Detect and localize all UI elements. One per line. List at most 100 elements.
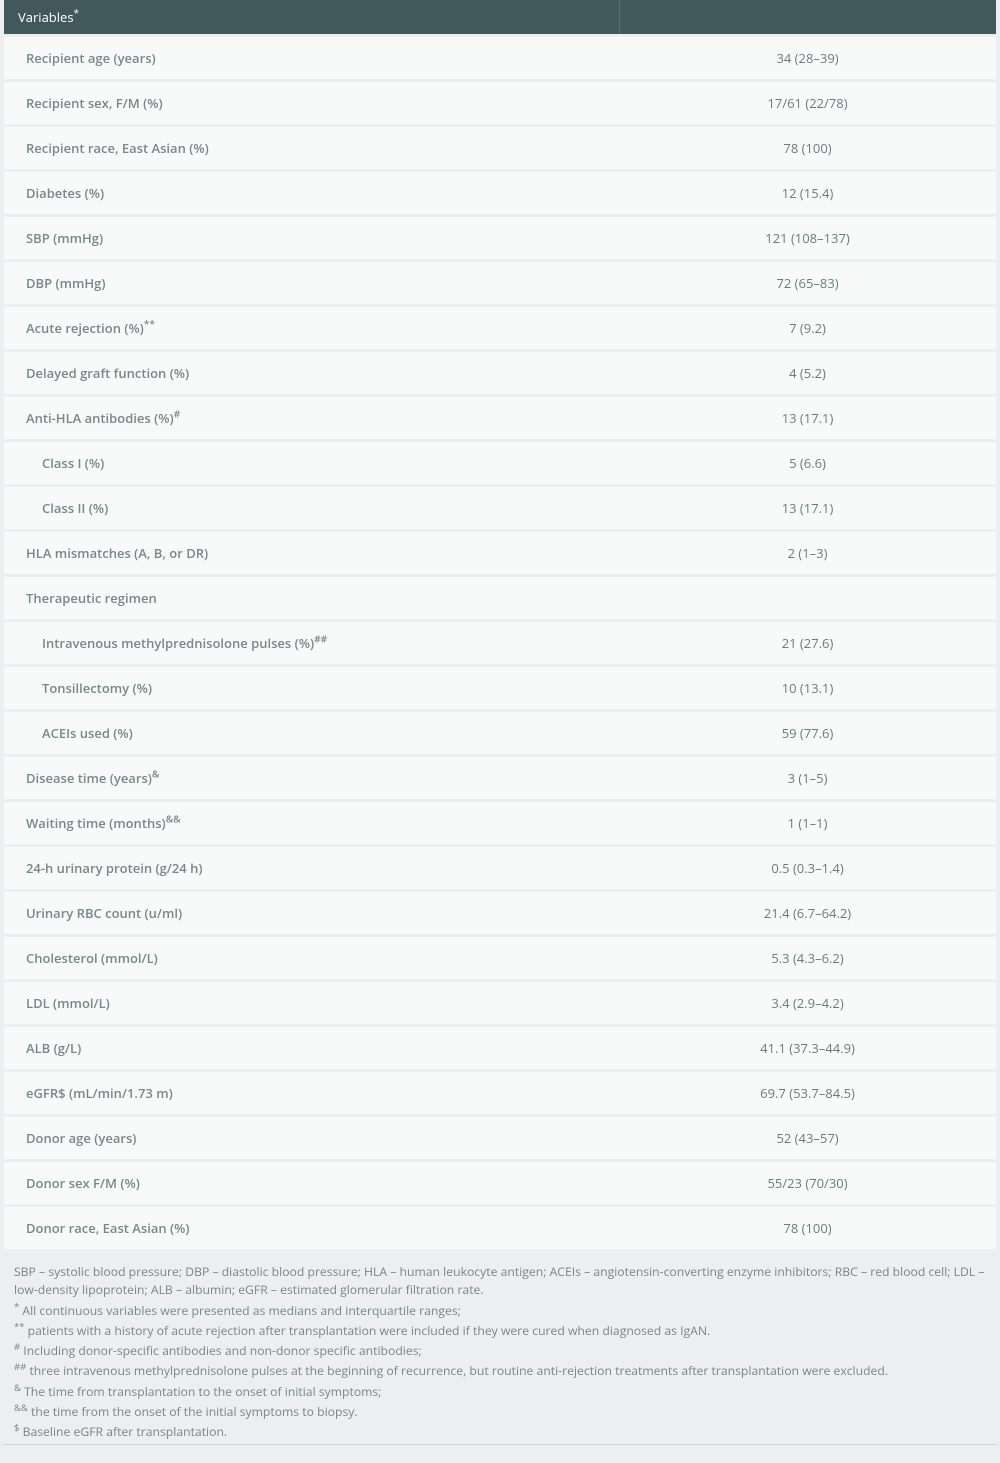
cell-variable: ACEIs used (%) bbox=[4, 711, 619, 756]
table-row: DBP (mmHg)72 (65–83) bbox=[4, 261, 996, 306]
cell-value: 10 (13.1) bbox=[619, 666, 996, 711]
cell-variable: Intravenous methylprednisolone pulses (%… bbox=[4, 621, 619, 666]
cell-variable-label: Disease time (years) bbox=[26, 769, 152, 787]
cell-value: 21.4 (6.7–64.2) bbox=[619, 891, 996, 936]
cell-variable-label: ACEIs used (%) bbox=[42, 724, 133, 742]
table-row: Donor age (years)52 (43–57) bbox=[4, 1116, 996, 1161]
footnote-item: $ Baseline eGFR after transplantation. bbox=[14, 1423, 986, 1441]
cell-variable: DBP (mmHg) bbox=[4, 261, 619, 306]
cell-variable: Urinary RBC count (u/ml) bbox=[4, 891, 619, 936]
cell-value: 59 (77.6) bbox=[619, 711, 996, 756]
header-value bbox=[619, 0, 996, 36]
cell-value: 5 (6.6) bbox=[619, 441, 996, 486]
cell-variable-label: Delayed graft function (%) bbox=[26, 364, 189, 382]
table-row: 24-h urinary protein (g/24 h)0.5 (0.3–1.… bbox=[4, 846, 996, 891]
cell-variable-sup: ## bbox=[314, 632, 327, 646]
cell-variable-label: Cholesterol (mmol/L) bbox=[26, 949, 158, 967]
cell-variable-label: LDL (mmol/L) bbox=[26, 994, 110, 1012]
table-row: Anti-HLA antibodies (%)#13 (17.1) bbox=[4, 396, 996, 441]
cell-variable: Donor age (years) bbox=[4, 1116, 619, 1161]
footnote-text: three intravenous methylprednisolone pul… bbox=[26, 1362, 888, 1379]
cell-value: 21 (27.6) bbox=[619, 621, 996, 666]
cell-variable-label: Anti-HLA antibodies (%) bbox=[26, 409, 174, 427]
cell-value: 4 (5.2) bbox=[619, 351, 996, 396]
header-variables: Variables* bbox=[4, 0, 619, 36]
cell-variable-label: Donor sex F/M (%) bbox=[26, 1174, 140, 1192]
cell-variable: Recipient age (years) bbox=[4, 36, 619, 81]
cell-variable: Donor sex F/M (%) bbox=[4, 1161, 619, 1206]
cell-variable-label: Urinary RBC count (u/ml) bbox=[26, 904, 182, 922]
cell-variable-sup: & bbox=[152, 767, 160, 781]
footnote-text: The time from transplantation to the ons… bbox=[21, 1383, 382, 1400]
footnote-symbol: & bbox=[14, 1381, 21, 1394]
cell-variable: Disease time (years)& bbox=[4, 756, 619, 801]
cell-value: 78 (100) bbox=[619, 1206, 996, 1250]
footnote-symbol: && bbox=[14, 1401, 28, 1414]
footnote-symbol: ## bbox=[14, 1360, 26, 1373]
footnote-item: && the time from the onset of the initia… bbox=[14, 1403, 986, 1421]
cell-variable: Waiting time (months)&& bbox=[4, 801, 619, 846]
cell-value: 3 (1–5) bbox=[619, 756, 996, 801]
table-row: Delayed graft function (%) 4 (5.2) bbox=[4, 351, 996, 396]
table-row: Diabetes (%)12 (15.4) bbox=[4, 171, 996, 216]
table-row: Donor sex F/M (%) 55/23 (70/30) bbox=[4, 1161, 996, 1206]
footnote-text: Including donor-specific antibodies and … bbox=[20, 1342, 422, 1359]
cell-variable: Recipient sex, F/M (%) bbox=[4, 81, 619, 126]
cell-value: 69.7 (53.7–84.5) bbox=[619, 1071, 996, 1116]
cell-value: 7 (9.2) bbox=[619, 306, 996, 351]
cell-value: 5.3 (4.3–6.2) bbox=[619, 936, 996, 981]
cell-variable-label: Intravenous methylprednisolone pulses (%… bbox=[42, 634, 314, 652]
cell-variable-sup: && bbox=[166, 812, 181, 826]
header-variables-label: Variables bbox=[18, 8, 74, 26]
cell-variable: Recipient race, East Asian (%) bbox=[4, 126, 619, 171]
table-row: Waiting time (months)&&1 (1–1) bbox=[4, 801, 996, 846]
cell-value: 41.1 (37.3–44.9) bbox=[619, 1026, 996, 1071]
cell-variable-label: Donor race, East Asian (%) bbox=[26, 1219, 190, 1237]
cell-value: 55/23 (70/30) bbox=[619, 1161, 996, 1206]
cell-variable-label: Recipient race, East Asian (%) bbox=[26, 139, 209, 157]
footnote-item: ## three intravenous methylprednisolone … bbox=[14, 1362, 986, 1380]
cell-variable: SBP (mmHg) bbox=[4, 216, 619, 261]
cell-variable: Delayed graft function (%) bbox=[4, 351, 619, 396]
cell-variable-label: Class II (%) bbox=[42, 499, 108, 517]
table-row: Class I (%)5 (6.6) bbox=[4, 441, 996, 486]
table-row: SBP (mmHg)121 (108–137) bbox=[4, 216, 996, 261]
cell-value: 1 (1–1) bbox=[619, 801, 996, 846]
table-row: Urinary RBC count (u/ml) 21.4 (6.7–64.2) bbox=[4, 891, 996, 936]
cell-value: 13 (17.1) bbox=[619, 486, 996, 531]
footnote-item: * All continuous variables were presente… bbox=[14, 1302, 986, 1320]
table-row: Donor race, East Asian (%) 78 (100) bbox=[4, 1206, 996, 1250]
table-header: Variables* bbox=[4, 0, 996, 36]
cell-variable: HLA mismatches (A, B, or DR) bbox=[4, 531, 619, 576]
footnotes: SBP – systolic blood pressure; DBP – dia… bbox=[4, 1249, 996, 1445]
table-row: Tonsillectomy (%) 10 (13.1) bbox=[4, 666, 996, 711]
cell-variable: Class II (%) bbox=[4, 486, 619, 531]
cell-variable-label: DBP (mmHg) bbox=[26, 274, 106, 292]
cell-variable-label: Recipient sex, F/M (%) bbox=[26, 94, 163, 112]
footnote-item: ** patients with a history of acute reje… bbox=[14, 1322, 986, 1340]
cell-variable: Acute rejection (%)** bbox=[4, 306, 619, 351]
cell-value: 121 (108–137) bbox=[619, 216, 996, 261]
data-table: Variables* Recipient age (years)34 (28–3… bbox=[4, 0, 996, 1249]
cell-value: 17/61 (22/78) bbox=[619, 81, 996, 126]
footnote-text: the time from the onset of the initial s… bbox=[28, 1403, 358, 1420]
cell-variable-label: Tonsillectomy (%) bbox=[42, 679, 152, 697]
cell-variable: Diabetes (%) bbox=[4, 171, 619, 216]
footnote-item: & The time from transplantation to the o… bbox=[14, 1383, 986, 1401]
cell-variable: Class I (%) bbox=[4, 441, 619, 486]
table-container: Variables* Recipient age (years)34 (28–3… bbox=[0, 0, 1000, 1463]
footnote-symbol: ** bbox=[14, 1320, 24, 1333]
cell-variable: 24-h urinary protein (g/24 h) bbox=[4, 846, 619, 891]
table-row: HLA mismatches (A, B, or DR)2 (1–3) bbox=[4, 531, 996, 576]
cell-value: 3.4 (2.9–4.2) bbox=[619, 981, 996, 1026]
cell-value: 0.5 (0.3–1.4) bbox=[619, 846, 996, 891]
cell-variable: ALB (g/L) bbox=[4, 1026, 619, 1071]
footnote-text: patients with a history of acute rejecti… bbox=[24, 1322, 710, 1339]
footnote-text: Baseline eGFR after transplantation. bbox=[19, 1423, 227, 1440]
cell-variable-label: Waiting time (months) bbox=[26, 814, 166, 832]
cell-variable-label: Therapeutic regimen bbox=[26, 589, 157, 607]
table-row: Therapeutic regimen bbox=[4, 576, 996, 621]
cell-variable-label: Recipient age (years) bbox=[26, 49, 156, 67]
cell-variable-label: ALB (g/L) bbox=[26, 1039, 81, 1057]
cell-variable-label: HLA mismatches (A, B, or DR) bbox=[26, 544, 208, 562]
